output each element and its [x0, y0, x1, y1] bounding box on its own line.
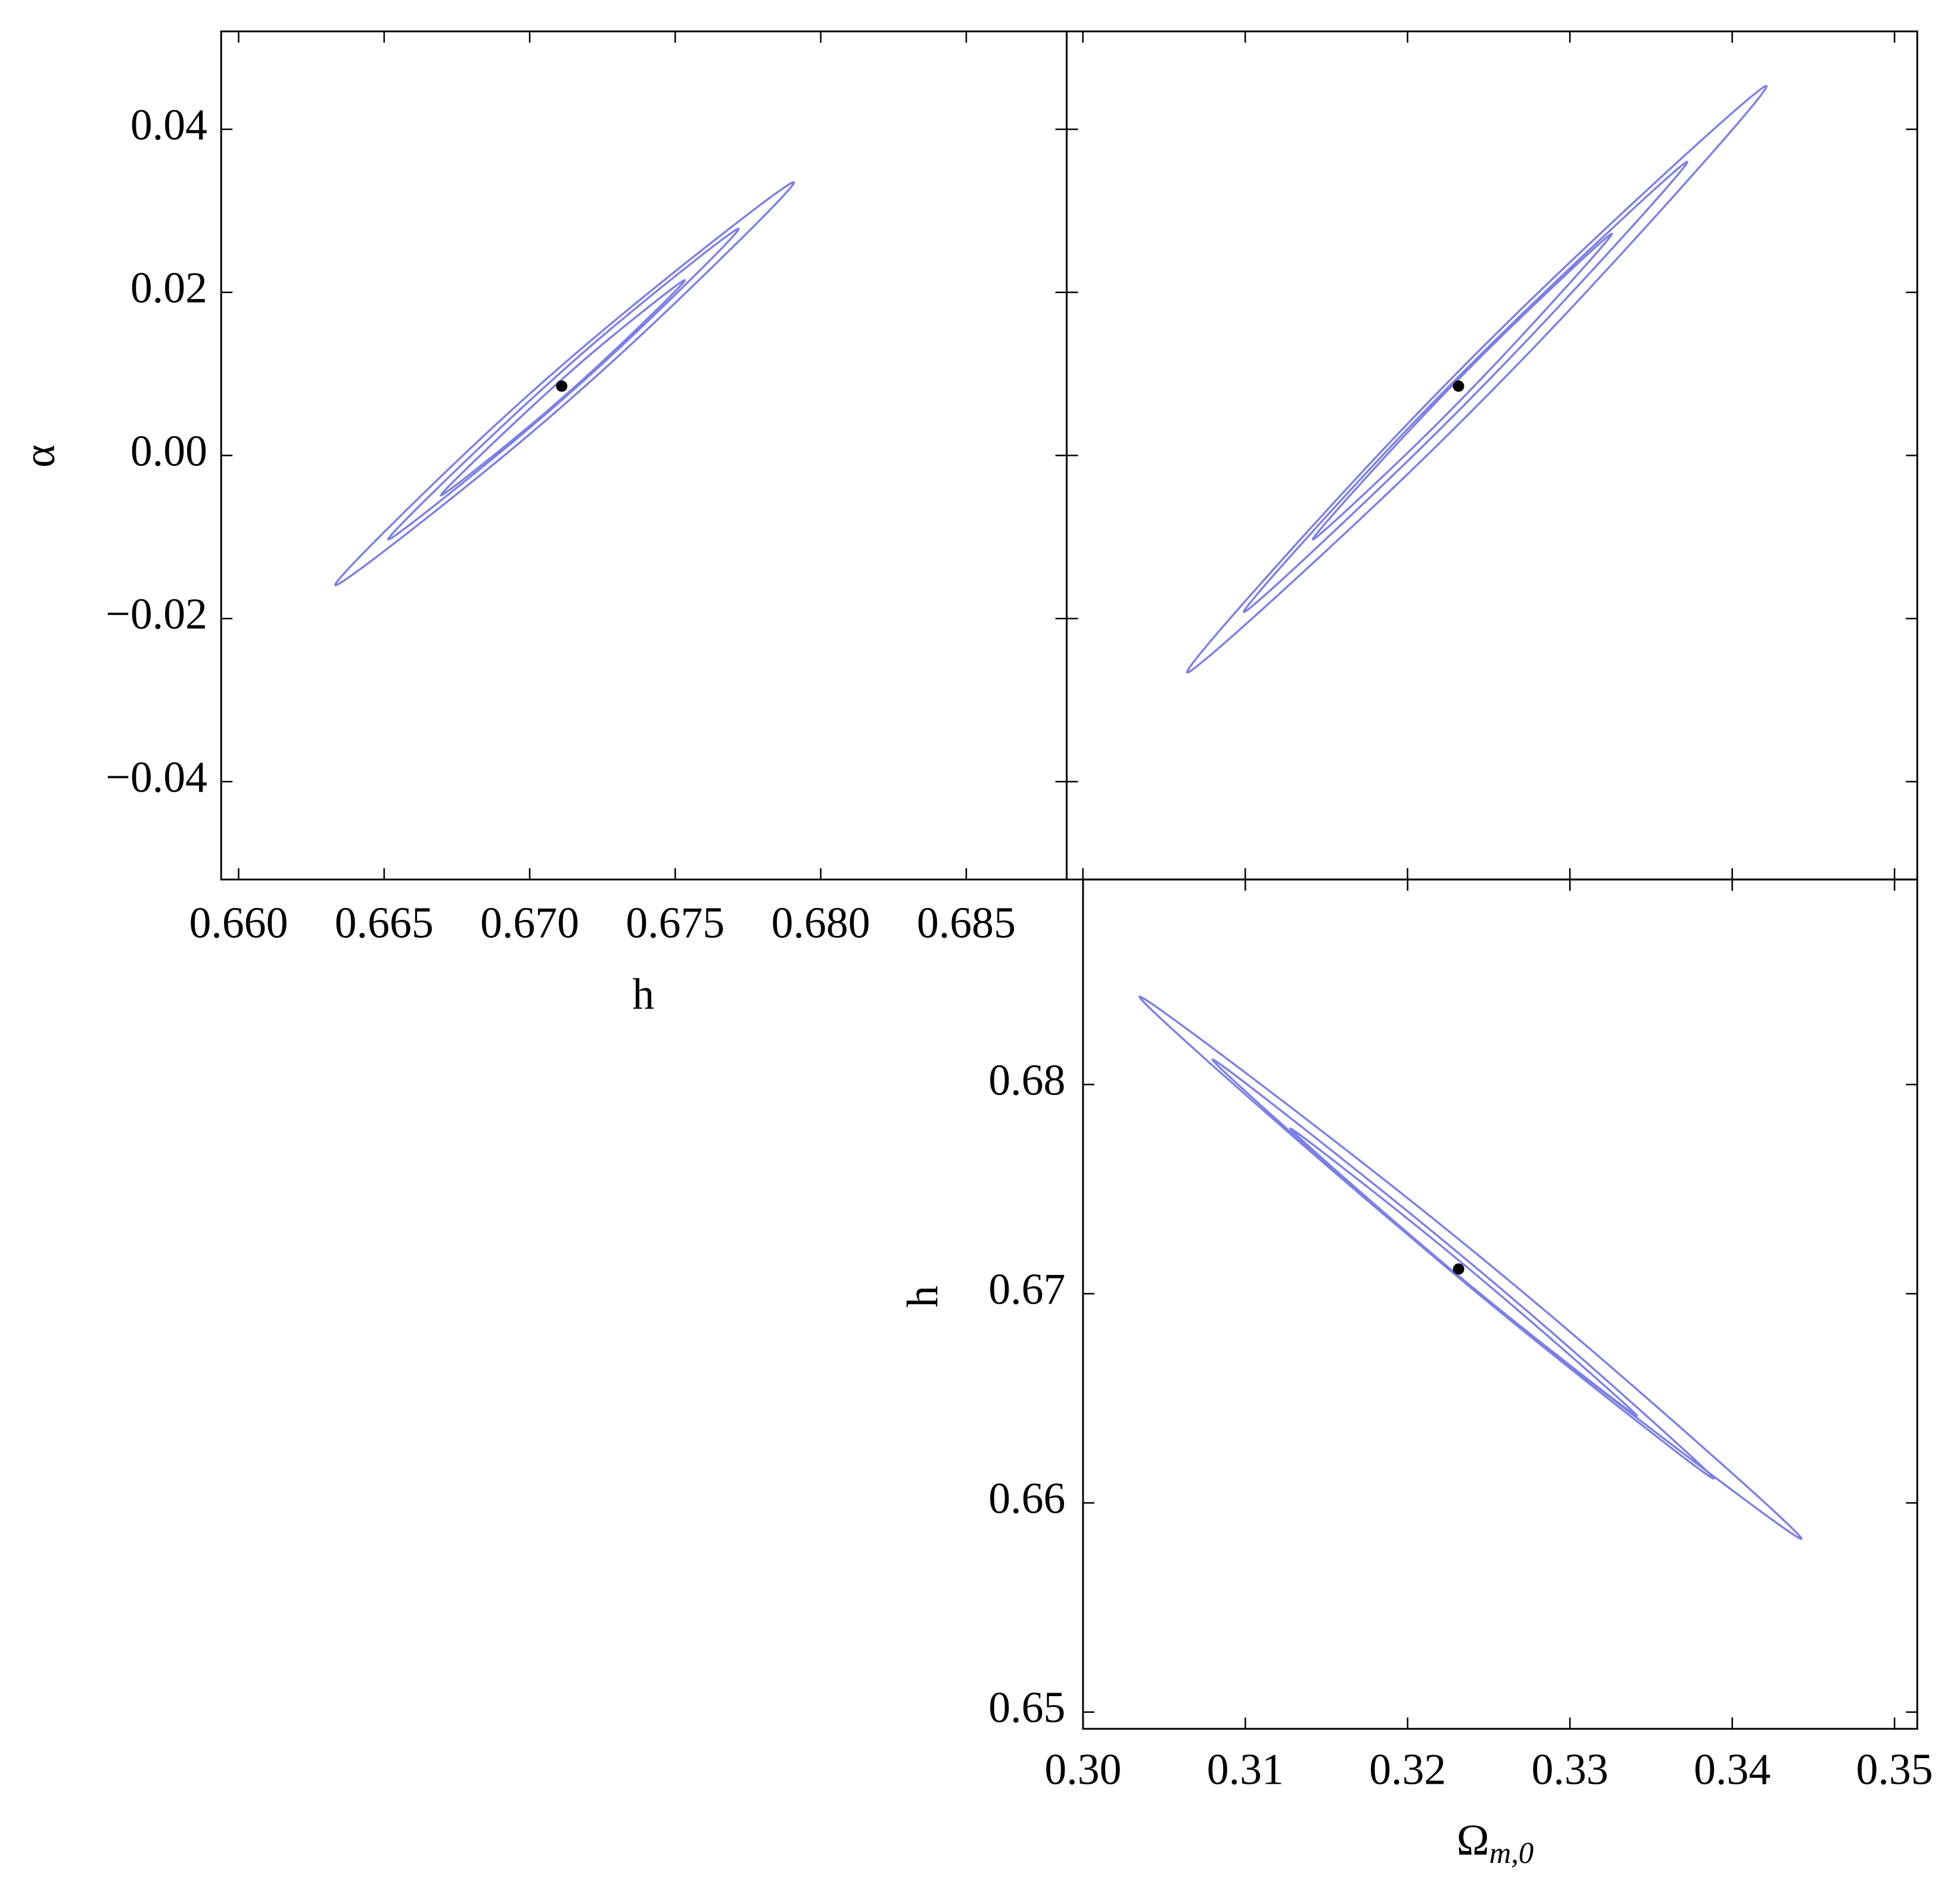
contour [334, 181, 795, 586]
y-tick-label: 0.02 [130, 263, 207, 312]
x-tick-label: 0.685 [917, 898, 1016, 947]
x-axis-label: h [632, 970, 654, 1019]
contour [1311, 232, 1613, 541]
x-tick-label: 0.35 [1856, 1745, 1933, 1794]
contour [1243, 161, 1688, 613]
contour [387, 228, 740, 541]
x-axis-label-main: Ω [1457, 1815, 1489, 1864]
x-axis-label-sub: m,0 [1489, 1836, 1534, 1869]
contour [1211, 1058, 1715, 1480]
y-tick-label: 0.65 [988, 1683, 1065, 1732]
y-tick-label: 0.04 [130, 100, 207, 149]
x-axis-label-main: h [632, 970, 654, 1019]
y-tick-label: 0.66 [988, 1474, 1065, 1523]
plot-frame [1066, 30, 1918, 881]
plot-frame [220, 30, 1068, 881]
y-tick-label: −0.02 [105, 589, 207, 638]
plot-frame [1082, 878, 1918, 1730]
x-tick-label: 0.670 [480, 898, 579, 947]
best-fit-point [1452, 380, 1464, 392]
contour [440, 279, 686, 497]
x-tick-label: 0.33 [1532, 1745, 1609, 1794]
contour [1289, 1127, 1638, 1417]
best-fit-point [556, 380, 568, 392]
x-tick-label: 0.30 [1044, 1745, 1121, 1794]
best-fit-point [1452, 1263, 1464, 1275]
x-tick-label: 0.680 [771, 898, 870, 947]
x-tick-label: 0.32 [1369, 1745, 1446, 1794]
y-tick-label: 0.00 [130, 426, 207, 475]
x-tick-label: 0.660 [189, 898, 288, 947]
y-tick-label: −0.04 [105, 752, 207, 801]
x-axis-label: Ωm,0 [1457, 1815, 1533, 1870]
x-tick-label: 0.675 [626, 898, 724, 947]
y-tick-label: 0.68 [988, 1055, 1065, 1104]
x-tick-label: 0.34 [1694, 1745, 1771, 1794]
y-axis-label: α [15, 444, 64, 468]
x-tick-label: 0.31 [1207, 1745, 1284, 1794]
y-tick-label: 0.67 [988, 1264, 1065, 1313]
contour [1186, 85, 1768, 674]
x-tick-label: 0.665 [335, 898, 434, 947]
y-axis-label: h [898, 1286, 947, 1308]
